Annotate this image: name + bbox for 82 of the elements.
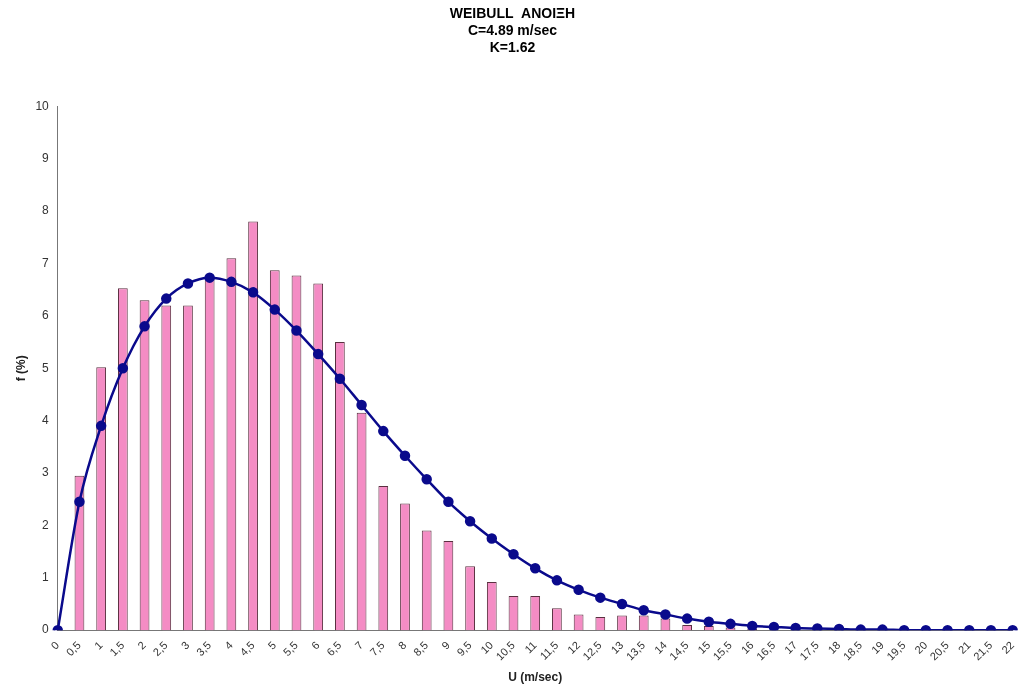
x-tick-label: 2 (135, 638, 149, 652)
point (464, 515, 476, 527)
point (595, 592, 606, 603)
x-tick-label: 19 (868, 638, 887, 657)
y-tick-label: 9 (42, 151, 50, 166)
point (74, 496, 85, 508)
y-tick-label: 2 (42, 517, 50, 532)
x-tick-label: 16 (738, 638, 756, 657)
x-tick-label: 2,5 (150, 638, 170, 659)
point (117, 363, 129, 374)
point (551, 575, 563, 586)
x-tick-label: 4 (222, 638, 235, 652)
point (768, 621, 780, 631)
x-tick-label: 20 (912, 638, 930, 657)
chart-title: WEIBULL ΑΝΟΙΞΗ (449, 5, 576, 22)
x-tick-label: 8 (395, 638, 409, 652)
y-tick-label: 1 (42, 570, 50, 585)
point (95, 420, 107, 432)
point (443, 496, 454, 508)
point (660, 609, 671, 620)
x-tick-label: 5,5 (280, 638, 301, 659)
x-tick-label: 9 (439, 638, 452, 652)
point (399, 450, 411, 461)
x-tick-label: 9,5 (454, 638, 474, 659)
x-tick-label: 7 (352, 638, 366, 652)
point (616, 598, 628, 610)
x-tick-label: 18 (825, 638, 843, 657)
x-tick-label: 22 (999, 638, 1017, 657)
point (139, 321, 150, 332)
x-tick-label: 1,5 (107, 638, 127, 659)
x-tick-label: 17 (782, 638, 800, 657)
x-tick-label: 14 (651, 638, 669, 657)
point (182, 278, 194, 289)
point (161, 293, 172, 304)
x-tick-label: 7,5 (367, 638, 387, 659)
y-tick-label: 6 (42, 308, 50, 323)
x-tick-label: 13 (608, 638, 626, 657)
point (226, 276, 237, 288)
y-tick-label: 10 (35, 98, 50, 113)
y-tick-label: 7 (42, 255, 50, 270)
x-tick-label: 10 (478, 638, 496, 657)
point (486, 533, 498, 544)
x-tick-label: 8,5 (410, 638, 431, 659)
point (247, 287, 259, 298)
chart-subtitle: C=4.89 m/sec K=1.62 (467, 22, 558, 55)
x-tick-label: 6 (308, 638, 322, 652)
x-tick-label: 11 (522, 638, 539, 656)
point (291, 325, 302, 336)
x-tick-label: 1 (91, 638, 105, 652)
x-tick-label: 15 (695, 638, 713, 657)
y-tick-label: 5 (42, 360, 50, 375)
point (638, 604, 649, 616)
y-tick-label: 8 (42, 203, 50, 218)
x-tick-label: 3 (178, 638, 192, 652)
point (573, 584, 584, 596)
point (356, 399, 367, 411)
point (334, 373, 346, 384)
point (421, 474, 432, 485)
point (725, 618, 736, 630)
point (508, 548, 519, 560)
y-tick-label: 0 (42, 622, 50, 637)
point (681, 613, 693, 624)
y-axis-title: f (%) (13, 355, 28, 382)
x-tick-label: 21 (955, 638, 973, 657)
x-tick-label: 3,5 (193, 638, 214, 659)
x-tick-label: 0,5 (63, 638, 84, 659)
point (790, 622, 801, 631)
x-tick-label: 12 (565, 638, 583, 657)
x-axis-title: U (m/sec) (508, 670, 563, 685)
y-tick-label: 3 (42, 465, 50, 480)
x-tick-label: 4,5 (237, 638, 257, 659)
point (812, 623, 823, 631)
point (378, 425, 389, 437)
point (529, 563, 541, 574)
point (312, 348, 324, 360)
point (746, 620, 758, 631)
x-tick-label: 6,5 (324, 638, 344, 659)
point (204, 272, 215, 283)
point (703, 616, 715, 627)
point (269, 304, 281, 315)
y-tick-label: 4 (42, 412, 50, 427)
x-tick-label: 5 (265, 638, 279, 652)
